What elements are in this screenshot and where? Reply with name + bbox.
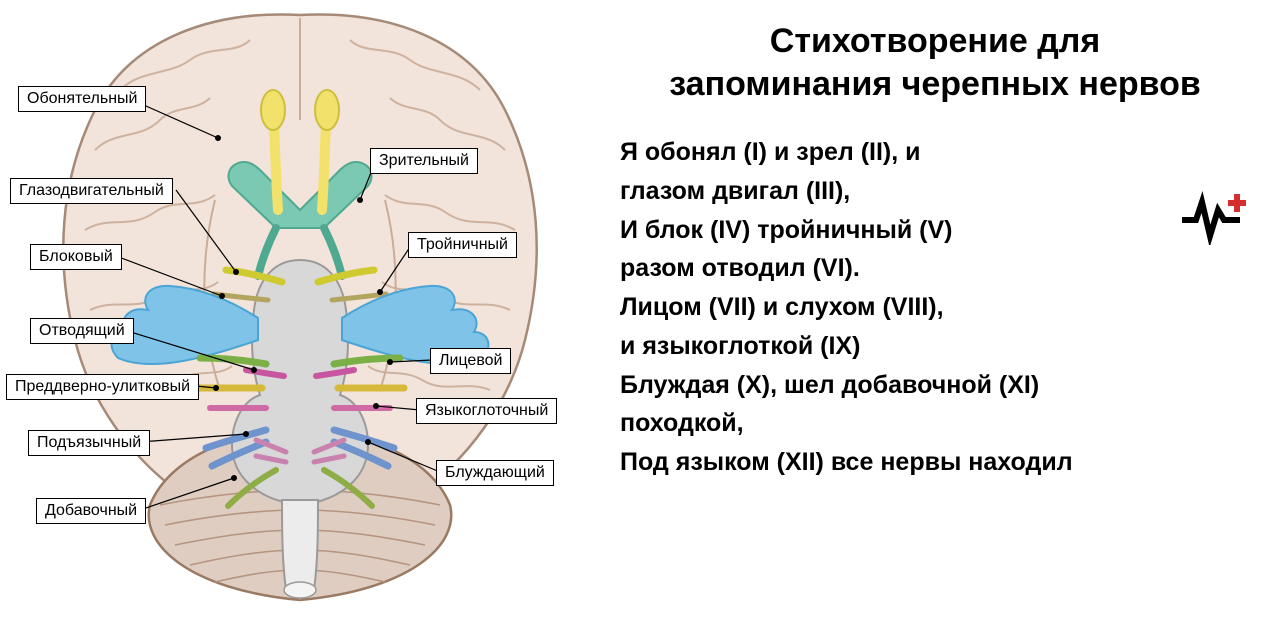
poem-line: Блуждая (X), шел добавочной (XI)	[620, 366, 1250, 405]
heartbeat-logo-icon	[1182, 190, 1252, 245]
label-trochlear: Блоковый	[30, 244, 122, 270]
label-glosso: Языкоглоточный	[416, 398, 557, 424]
label-optic: Зрительный	[370, 148, 478, 174]
label-abducens: Отводящий	[30, 318, 134, 344]
mnemonic-poem: Я обонял (I) и зрел (II), и глазом двига…	[620, 133, 1250, 482]
title-line2: запоминания черепных нервов	[669, 65, 1201, 103]
label-oculomotor: Глазодвигательный	[10, 178, 173, 204]
label-vagus: Блуждающий	[436, 460, 554, 486]
label-vestibulo: Преддверно-улитковый	[6, 374, 199, 400]
title: Стихотворение для запоминания черепных н…	[620, 20, 1250, 105]
poem-line: походкой,	[620, 404, 1250, 443]
poem-line: И блок (IV) тройничный (V)	[620, 211, 1250, 250]
poem-line: разом отводил (VI).	[620, 249, 1250, 288]
label-trigeminal: Тройничный	[408, 232, 517, 258]
poem-line: глазом двигал (III),	[620, 172, 1250, 211]
poem-line: Под языком (XII) все нервы находил	[620, 443, 1250, 482]
label-facial: Лицевой	[430, 348, 511, 374]
label-hypoglossal: Подъязычный	[28, 430, 150, 456]
diagram-panel: Обонятельный Зрительный Глазодвигательны…	[0, 0, 600, 640]
poem-line: Я обонял (I) и зрел (II), и	[620, 133, 1250, 172]
label-accessory: Добавочный	[36, 498, 146, 524]
poem-line: Лицом (VII) и слухом (VIII),	[620, 288, 1250, 327]
label-olfactory: Обонятельный	[18, 86, 146, 112]
title-line1: Стихотворение для	[770, 22, 1100, 60]
poem-line: и языкоглоткой (IX)	[620, 327, 1250, 366]
text-panel: Стихотворение для запоминания черепных н…	[600, 0, 1280, 640]
